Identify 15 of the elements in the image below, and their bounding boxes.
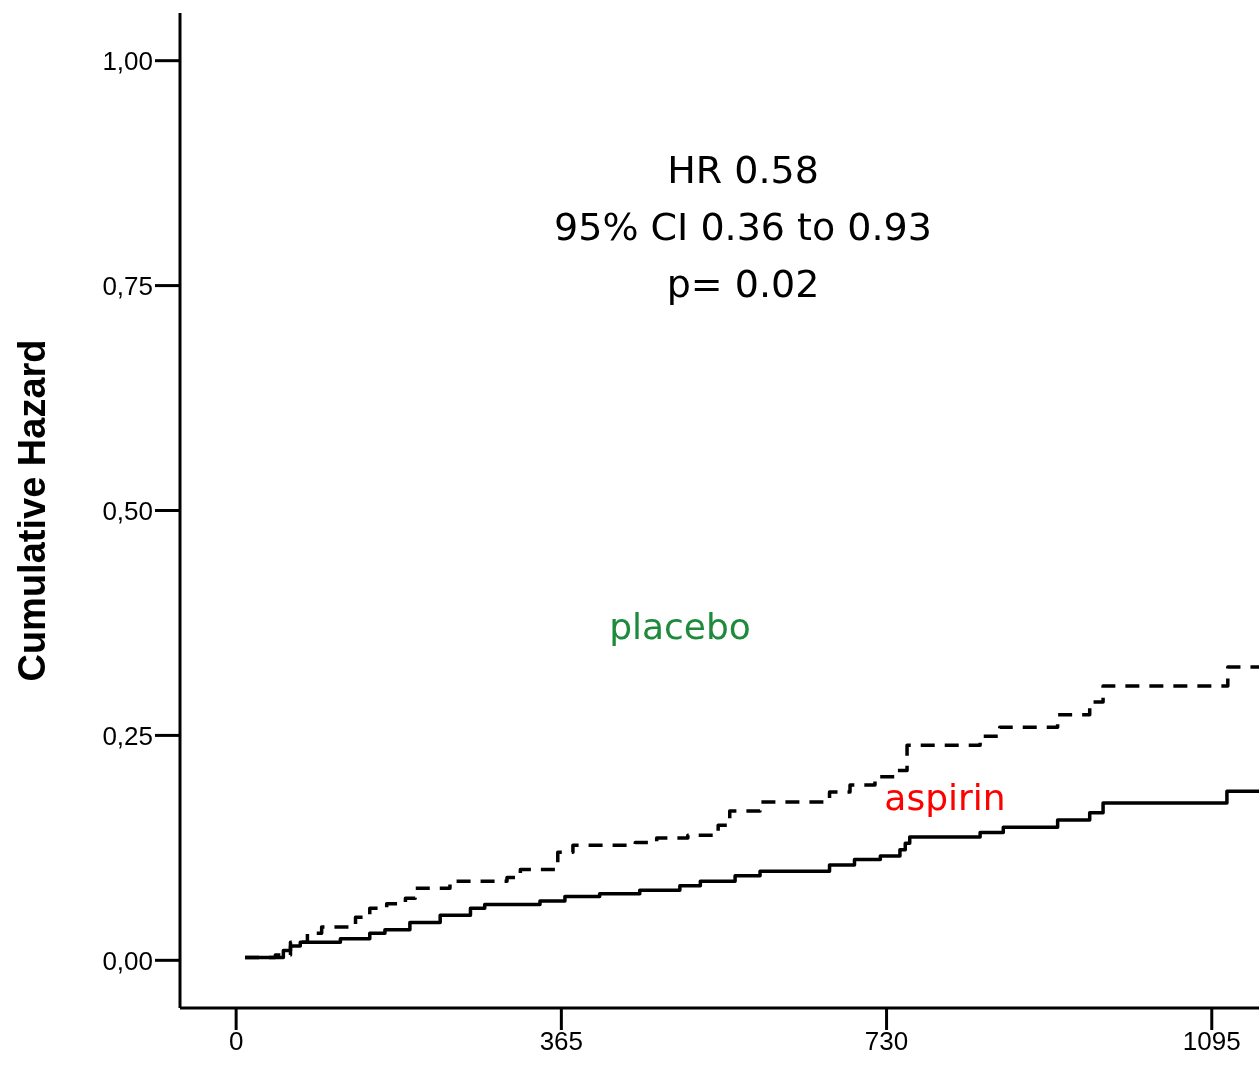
annotation: aspirin [884, 777, 1006, 818]
y-axis-title: Cumulative Hazard [11, 339, 54, 682]
annotation: 95% CI 0.36 to 0.93 [554, 205, 932, 249]
annotation: HR 0.58 [667, 148, 819, 192]
x-tick-label: 365 [539, 1026, 584, 1057]
y-tick-label: 0,25 [102, 720, 153, 751]
x-tick-label: 0 [228, 1026, 244, 1057]
x-tick-label: 1095 [1182, 1026, 1241, 1057]
y-tick-label: 0,50 [102, 495, 153, 526]
y-tick-label: 0,75 [102, 270, 153, 301]
annotation: p= 0.02 [666, 262, 820, 306]
annotation: placebo [609, 606, 751, 647]
x-tick-label: 730 [864, 1026, 909, 1057]
y-tick-label: 1,00 [102, 45, 153, 76]
y-tick-label: 0,00 [102, 945, 153, 976]
